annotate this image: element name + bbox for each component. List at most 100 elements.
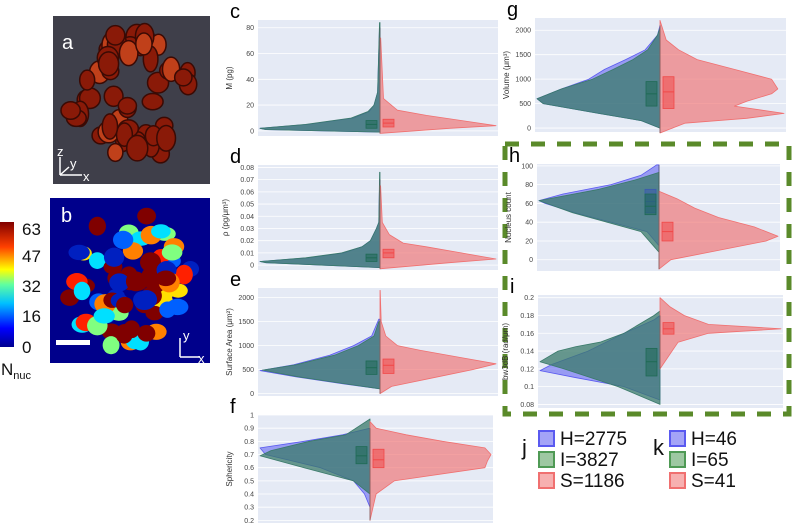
- segmented-nucleus: [116, 296, 134, 314]
- y-tick-label: 40: [246, 77, 254, 84]
- y-tick-label: 0.18: [520, 313, 534, 320]
- panel-a-3d-render: a z y x: [53, 16, 210, 184]
- nucleus-blob: [60, 100, 82, 120]
- y-axis-label: Sphericity: [225, 451, 234, 486]
- y-tick-label: 500: [519, 101, 531, 108]
- y-tick-label: 40: [525, 220, 533, 227]
- legend-swatch-S: [538, 472, 555, 489]
- y-tick-label: 0.7: [244, 452, 254, 459]
- nucleus-blob: [156, 124, 177, 152]
- nucleus-blob: [101, 113, 119, 140]
- legend-swatch-H: [669, 430, 686, 447]
- panel-label-h: h: [509, 145, 520, 167]
- legend-swatch-I: [669, 451, 686, 468]
- y-tick-label: 80: [525, 182, 533, 189]
- scale-bar: [56, 340, 90, 345]
- y-tick-label: 0.2: [524, 295, 534, 302]
- nucleus-blob: [97, 51, 120, 77]
- segmented-nucleus: [103, 247, 125, 267]
- y-tick-label: 2000: [515, 28, 531, 35]
- colorbar-tick: 63: [22, 220, 41, 239]
- legend-item-label: I=3827: [560, 450, 619, 471]
- y-tick-label: 0.06: [240, 189, 254, 196]
- legend-item-label: H=46: [691, 429, 737, 450]
- y-tick-label: 0.07: [240, 177, 254, 184]
- axis-y-label-b: y: [183, 328, 190, 343]
- y-tick-label: 1000: [515, 77, 531, 84]
- violin-half-I: [536, 27, 661, 129]
- legend-swatch-H: [538, 430, 555, 447]
- y-tick-label: 0.9: [244, 426, 254, 433]
- violin-half-S: [379, 185, 497, 270]
- y-tick-label: 0.04: [240, 214, 254, 221]
- y-tick-label: 0.3: [244, 505, 254, 512]
- box-HI: [355, 446, 368, 465]
- segmented-nucleus: [68, 244, 90, 261]
- segmented-nucleus: [155, 270, 177, 287]
- violin-half-S: [369, 421, 492, 521]
- y-tick-label: 0.14: [520, 349, 534, 356]
- colorbar-tick: 32: [22, 277, 41, 296]
- panel-label-i: i: [510, 276, 514, 298]
- legend-item-label: S=1186: [560, 471, 625, 492]
- segmented-nucleus: [112, 230, 134, 250]
- box-S: [382, 248, 395, 259]
- y-tick-label: 1500: [515, 52, 531, 59]
- y-tick-label: 2000: [238, 295, 254, 302]
- nucleus-blob: [107, 142, 124, 163]
- nucleus-blob: [135, 32, 153, 56]
- axis-x-label: x: [83, 169, 90, 184]
- y-tick-label: 1500: [238, 319, 254, 326]
- y-axis-label: Volume (μm³): [502, 51, 511, 100]
- y-tick-label: 80: [246, 25, 254, 32]
- segmented-nucleus: [93, 308, 115, 324]
- y-tick-label: 0.08: [240, 165, 254, 172]
- y-tick-label: 100: [521, 163, 533, 170]
- segmented-nucleus: [109, 273, 130, 292]
- panel-label-a: a: [62, 32, 74, 54]
- y-tick-label: 0.5: [244, 478, 254, 485]
- legend-swatch-S: [669, 472, 686, 489]
- box-S: [372, 448, 385, 469]
- nucleus-blob: [141, 92, 164, 111]
- panel-label-d: d: [230, 146, 241, 168]
- panel-label-c: c: [230, 1, 240, 23]
- segmented-nuclei: [60, 207, 200, 355]
- y-tick-label: 0.08: [520, 402, 534, 409]
- violin-half-I: [262, 321, 381, 390]
- colorbar-tick: 16: [22, 307, 41, 326]
- violin-panel-d: 0 0.01 0.02 0.03 0.04 0.05 0.06 0.07 0.08 ρ (pg/μ…: [221, 146, 498, 270]
- y-tick-label: 1: [250, 413, 254, 420]
- panel-b-segmentation: b y x: [50, 198, 210, 366]
- segmented-nucleus: [88, 216, 106, 236]
- violin-half-S: [659, 297, 782, 370]
- y-tick-label: 0.2: [244, 518, 254, 525]
- segmented-nucleus: [166, 298, 189, 316]
- axis-x-label-b: x: [198, 351, 205, 366]
- y-tick-label: 0.03: [240, 226, 254, 233]
- violin-half-I: [259, 418, 371, 495]
- y-tick-label: 500: [242, 367, 254, 374]
- y-tick-label: 0.1: [524, 384, 534, 391]
- legend-item-label: I=65: [691, 450, 729, 471]
- segmented-nucleus: [125, 271, 146, 292]
- y-tick-label: 1000: [238, 343, 254, 350]
- panel-label-f: f: [230, 396, 236, 418]
- violin-panel-c: 0 20 40 60 80 M (pg) c: [225, 1, 498, 136]
- highlight-dashed-box: [502, 141, 792, 417]
- y-tick-label: 60: [246, 51, 254, 58]
- y-axis-label: ρ (pg/μm³): [221, 199, 230, 236]
- legend-swatch-I: [538, 451, 555, 468]
- segmented-nucleus: [88, 252, 106, 269]
- y-axis-label: Nucleus count: [504, 191, 513, 242]
- y-tick-label: 0: [250, 391, 254, 398]
- y-tick-label: 0: [529, 257, 533, 264]
- colorbar-tick: 47: [22, 247, 41, 266]
- box-S: [662, 76, 675, 109]
- xy-axes-icon: [179, 338, 200, 358]
- y-tick-label: 60: [525, 201, 533, 208]
- y-axis-label: M (pg): [225, 66, 234, 89]
- violin-panel-h: 0 20 40 60 80 100 Nucleus count h: [504, 145, 780, 271]
- legend-panel-label: k: [653, 435, 665, 460]
